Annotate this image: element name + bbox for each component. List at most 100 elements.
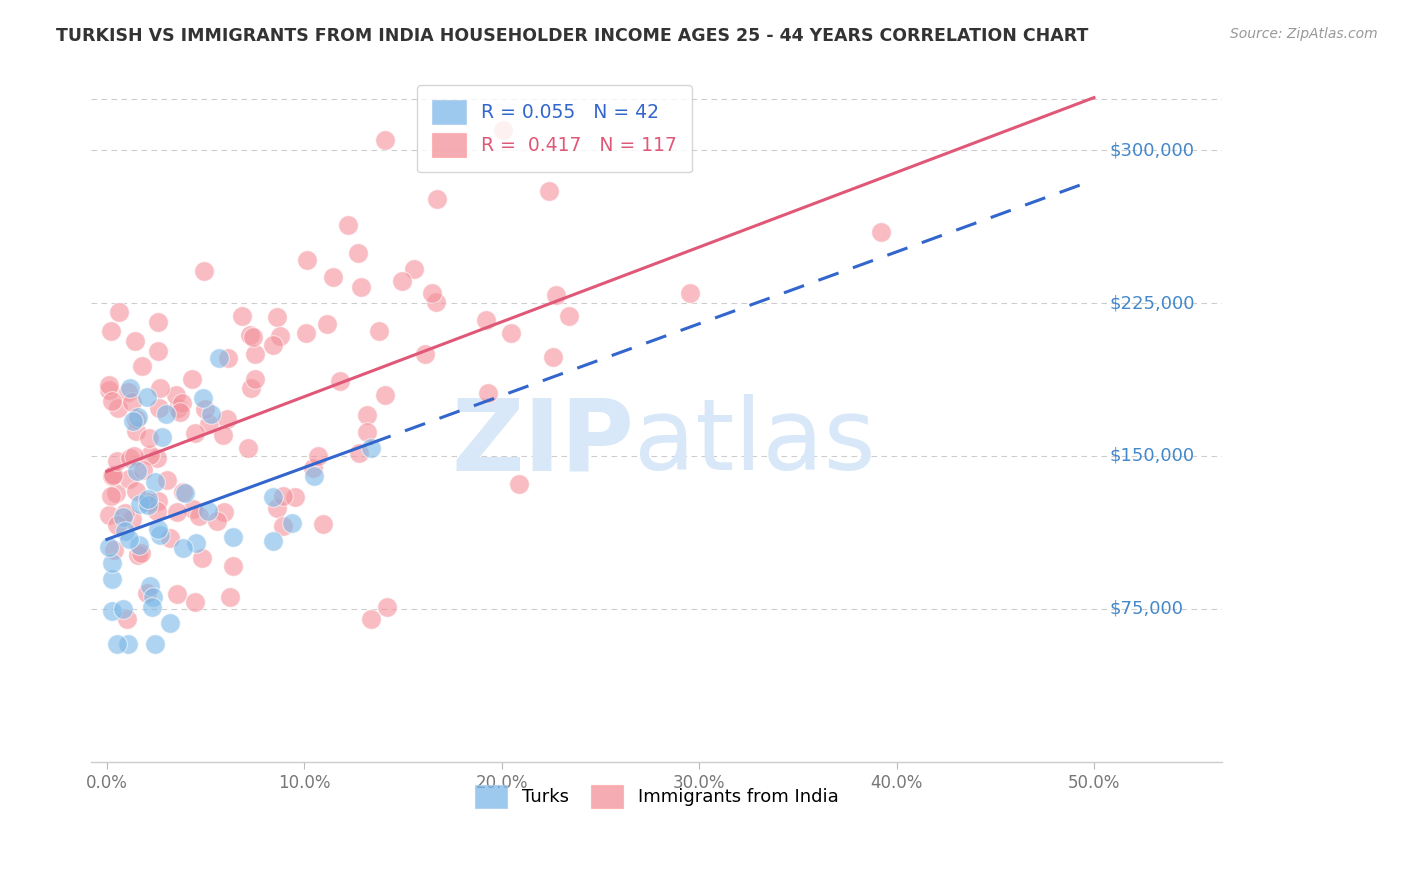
Point xyxy=(322,270,344,285)
Point xyxy=(557,310,579,324)
Point xyxy=(245,372,267,386)
Point xyxy=(544,288,567,302)
Point xyxy=(141,599,163,614)
Legend: Turks, Immigrants from India: Turks, Immigrants from India xyxy=(468,778,845,815)
Point xyxy=(100,556,122,570)
Point xyxy=(139,448,162,462)
Point xyxy=(149,527,172,541)
Point xyxy=(243,347,266,361)
Point xyxy=(125,424,148,438)
Point xyxy=(184,536,207,550)
Point xyxy=(302,469,325,483)
Point xyxy=(146,315,169,329)
Point xyxy=(131,359,153,374)
Point xyxy=(307,449,329,463)
Point xyxy=(869,225,891,239)
Point xyxy=(508,477,530,491)
Point xyxy=(143,475,166,489)
Point xyxy=(150,430,173,444)
Point xyxy=(181,502,204,516)
Text: atlas: atlas xyxy=(634,394,876,491)
Point xyxy=(100,489,122,503)
Point xyxy=(198,417,221,431)
Point xyxy=(170,396,193,410)
Point xyxy=(101,467,124,482)
Point xyxy=(217,351,239,366)
Point xyxy=(107,401,129,415)
Point xyxy=(97,383,120,397)
Point xyxy=(197,504,219,518)
Text: Source: ZipAtlas.com: Source: ZipAtlas.com xyxy=(1230,27,1378,41)
Point xyxy=(97,378,120,392)
Point xyxy=(214,505,236,519)
Point xyxy=(143,636,166,650)
Point xyxy=(172,484,194,499)
Point xyxy=(240,381,263,395)
Point xyxy=(107,305,129,319)
Point xyxy=(367,324,389,338)
Point xyxy=(148,401,170,415)
Point xyxy=(136,495,159,509)
Point xyxy=(129,546,152,560)
Point xyxy=(146,493,169,508)
Point xyxy=(166,587,188,601)
Point xyxy=(135,586,157,600)
Point xyxy=(236,441,259,455)
Point xyxy=(426,192,449,206)
Point xyxy=(111,602,134,616)
Point xyxy=(212,428,235,442)
Point xyxy=(242,330,264,344)
Point xyxy=(138,491,160,506)
Point xyxy=(101,572,124,586)
Point xyxy=(499,326,522,340)
Point xyxy=(159,616,181,631)
Point xyxy=(112,510,135,524)
Point xyxy=(105,636,128,650)
Point xyxy=(219,590,242,604)
Point xyxy=(420,285,443,300)
Point xyxy=(425,295,447,310)
Point xyxy=(356,425,378,440)
Point xyxy=(101,604,124,618)
Point xyxy=(184,426,207,441)
Point xyxy=(146,344,169,359)
Point xyxy=(103,468,125,483)
Point xyxy=(541,350,564,364)
Point xyxy=(125,484,148,499)
Point xyxy=(271,489,294,503)
Point xyxy=(205,515,228,529)
Point xyxy=(413,347,436,361)
Point xyxy=(138,431,160,445)
Point xyxy=(159,531,181,545)
Point xyxy=(187,508,209,523)
Point xyxy=(146,450,169,465)
Point xyxy=(295,326,318,341)
Point xyxy=(166,505,188,519)
Point xyxy=(97,508,120,522)
Point xyxy=(360,441,382,455)
Point xyxy=(347,446,370,460)
Point xyxy=(115,612,138,626)
Point xyxy=(200,407,222,421)
Point xyxy=(132,462,155,476)
Point xyxy=(114,524,136,538)
Point xyxy=(166,401,188,416)
Point xyxy=(360,612,382,626)
Point xyxy=(129,497,152,511)
Point xyxy=(375,599,398,614)
Point xyxy=(374,388,396,402)
Point xyxy=(105,453,128,467)
Point xyxy=(97,541,120,555)
Point xyxy=(125,412,148,426)
Point xyxy=(222,559,245,574)
Point xyxy=(121,512,143,526)
Point xyxy=(138,498,160,512)
Point xyxy=(193,264,215,278)
Point xyxy=(114,506,136,520)
Point xyxy=(128,538,150,552)
Text: $225,000: $225,000 xyxy=(1109,294,1195,312)
Point xyxy=(155,408,177,422)
Point xyxy=(121,414,143,428)
Point xyxy=(149,381,172,395)
Point xyxy=(215,412,238,426)
